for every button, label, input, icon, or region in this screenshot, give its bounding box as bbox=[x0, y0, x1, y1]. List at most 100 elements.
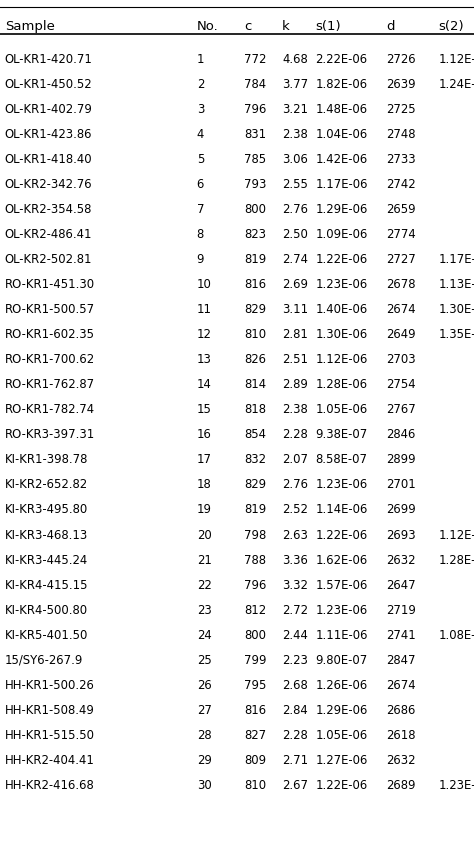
Text: 1.23E-06: 1.23E-06 bbox=[315, 278, 367, 291]
Text: 2.55: 2.55 bbox=[282, 178, 308, 191]
Text: 16: 16 bbox=[197, 429, 211, 441]
Text: HH-KR1-508.49: HH-KR1-508.49 bbox=[5, 704, 95, 717]
Text: 2.71: 2.71 bbox=[282, 754, 308, 767]
Text: 1.30E-06: 1.30E-06 bbox=[315, 329, 367, 341]
Text: 2733: 2733 bbox=[386, 153, 416, 166]
Text: HH-KR1-515.50: HH-KR1-515.50 bbox=[5, 728, 95, 742]
Text: 8: 8 bbox=[197, 228, 204, 241]
Text: 3.36: 3.36 bbox=[282, 554, 308, 566]
Text: 23: 23 bbox=[197, 604, 211, 616]
Text: 2.76: 2.76 bbox=[282, 203, 308, 216]
Text: OL-KR1-450.52: OL-KR1-450.52 bbox=[5, 78, 92, 91]
Text: 2.51: 2.51 bbox=[282, 353, 308, 366]
Text: 2632: 2632 bbox=[386, 554, 416, 566]
Text: RO-KR1-782.74: RO-KR1-782.74 bbox=[5, 403, 95, 416]
Text: 1.14E-06: 1.14E-06 bbox=[315, 503, 367, 516]
Text: 2699: 2699 bbox=[386, 503, 416, 516]
Text: 2659: 2659 bbox=[386, 203, 416, 216]
Text: 1.08E-6: 1.08E-6 bbox=[438, 628, 474, 642]
Text: KI-KR4-415.15: KI-KR4-415.15 bbox=[5, 579, 88, 592]
Text: 1.28E-06: 1.28E-06 bbox=[315, 379, 367, 391]
Text: 826: 826 bbox=[244, 353, 266, 366]
Text: 1.48E-06: 1.48E-06 bbox=[315, 103, 367, 115]
Text: 1.11E-06: 1.11E-06 bbox=[315, 628, 368, 642]
Text: 2.72: 2.72 bbox=[282, 604, 308, 616]
Text: 24: 24 bbox=[197, 628, 211, 642]
Text: 2725: 2725 bbox=[386, 103, 416, 115]
Text: 1.24E-6: 1.24E-6 bbox=[438, 78, 474, 91]
Text: RO-KR1-700.62: RO-KR1-700.62 bbox=[5, 353, 95, 366]
Text: 5: 5 bbox=[197, 153, 204, 166]
Text: 854: 854 bbox=[244, 429, 266, 441]
Text: 1.23E-06: 1.23E-06 bbox=[315, 604, 367, 616]
Text: 810: 810 bbox=[244, 329, 266, 341]
Text: 3.77: 3.77 bbox=[282, 78, 308, 91]
Text: KI-KR4-500.80: KI-KR4-500.80 bbox=[5, 604, 88, 616]
Text: No.: No. bbox=[197, 20, 219, 32]
Text: 2748: 2748 bbox=[386, 128, 416, 141]
Text: 800: 800 bbox=[244, 203, 266, 216]
Text: 2767: 2767 bbox=[386, 403, 416, 416]
Text: OL-KR1-402.79: OL-KR1-402.79 bbox=[5, 103, 92, 115]
Text: 2639: 2639 bbox=[386, 78, 416, 91]
Text: 1.27E-06: 1.27E-06 bbox=[315, 754, 367, 767]
Text: 2632: 2632 bbox=[386, 754, 416, 767]
Text: 784: 784 bbox=[244, 78, 266, 91]
Text: 22: 22 bbox=[197, 579, 211, 592]
Text: 7: 7 bbox=[197, 203, 204, 216]
Text: 1.23E-06: 1.23E-06 bbox=[315, 479, 367, 492]
Text: OL-KR2-486.41: OL-KR2-486.41 bbox=[5, 228, 92, 241]
Text: KI-KR2-652.82: KI-KR2-652.82 bbox=[5, 479, 88, 492]
Text: RO-KR1-500.57: RO-KR1-500.57 bbox=[5, 303, 95, 316]
Text: 793: 793 bbox=[244, 178, 266, 191]
Text: 1.05E-06: 1.05E-06 bbox=[315, 728, 367, 742]
Text: 2.23: 2.23 bbox=[282, 654, 308, 666]
Text: KI-KR5-401.50: KI-KR5-401.50 bbox=[5, 628, 88, 642]
Text: Sample: Sample bbox=[5, 20, 55, 32]
Text: c: c bbox=[244, 20, 252, 32]
Text: 816: 816 bbox=[244, 278, 266, 291]
Text: HH-KR2-404.41: HH-KR2-404.41 bbox=[5, 754, 95, 767]
Text: 788: 788 bbox=[244, 554, 266, 566]
Text: 1.12E-6: 1.12E-6 bbox=[438, 53, 474, 65]
Text: d: d bbox=[386, 20, 395, 32]
Text: HH-KR2-416.68: HH-KR2-416.68 bbox=[5, 779, 94, 792]
Text: 4: 4 bbox=[197, 128, 204, 141]
Text: 11: 11 bbox=[197, 303, 212, 316]
Text: 1.23E-6: 1.23E-6 bbox=[438, 779, 474, 792]
Text: 1: 1 bbox=[197, 53, 204, 65]
Text: KI-KR3-445.24: KI-KR3-445.24 bbox=[5, 554, 88, 566]
Text: 18: 18 bbox=[197, 479, 211, 492]
Text: 827: 827 bbox=[244, 728, 266, 742]
Text: 1.42E-06: 1.42E-06 bbox=[315, 153, 367, 166]
Text: 1.57E-06: 1.57E-06 bbox=[315, 579, 367, 592]
Text: 9.38E-07: 9.38E-07 bbox=[315, 429, 367, 441]
Text: 2.38: 2.38 bbox=[282, 403, 308, 416]
Text: 1.17E-06: 1.17E-06 bbox=[315, 178, 368, 191]
Text: 831: 831 bbox=[244, 128, 266, 141]
Text: 2846: 2846 bbox=[386, 429, 416, 441]
Text: 28: 28 bbox=[197, 728, 211, 742]
Text: 2703: 2703 bbox=[386, 353, 416, 366]
Text: 2726: 2726 bbox=[386, 53, 416, 65]
Text: 2.44: 2.44 bbox=[282, 628, 308, 642]
Text: 2727: 2727 bbox=[386, 253, 416, 266]
Text: RO-KR3-397.31: RO-KR3-397.31 bbox=[5, 429, 95, 441]
Text: 6: 6 bbox=[197, 178, 204, 191]
Text: 15: 15 bbox=[197, 403, 211, 416]
Text: 12: 12 bbox=[197, 329, 211, 341]
Text: 2647: 2647 bbox=[386, 579, 416, 592]
Text: 3.11: 3.11 bbox=[282, 303, 308, 316]
Text: 2.50: 2.50 bbox=[282, 228, 308, 241]
Text: 2701: 2701 bbox=[386, 479, 416, 492]
Text: 1.22E-06: 1.22E-06 bbox=[315, 528, 367, 542]
Text: 1.12E-6: 1.12E-6 bbox=[438, 528, 474, 542]
Text: 2754: 2754 bbox=[386, 379, 416, 391]
Text: 2.81: 2.81 bbox=[282, 329, 308, 341]
Text: 2.38: 2.38 bbox=[282, 128, 308, 141]
Text: OL-KR2-502.81: OL-KR2-502.81 bbox=[5, 253, 92, 266]
Text: 2.63: 2.63 bbox=[282, 528, 308, 542]
Text: RO-KR1-451.30: RO-KR1-451.30 bbox=[5, 278, 95, 291]
Text: 1.26E-06: 1.26E-06 bbox=[315, 679, 367, 692]
Text: 9.80E-07: 9.80E-07 bbox=[315, 654, 367, 666]
